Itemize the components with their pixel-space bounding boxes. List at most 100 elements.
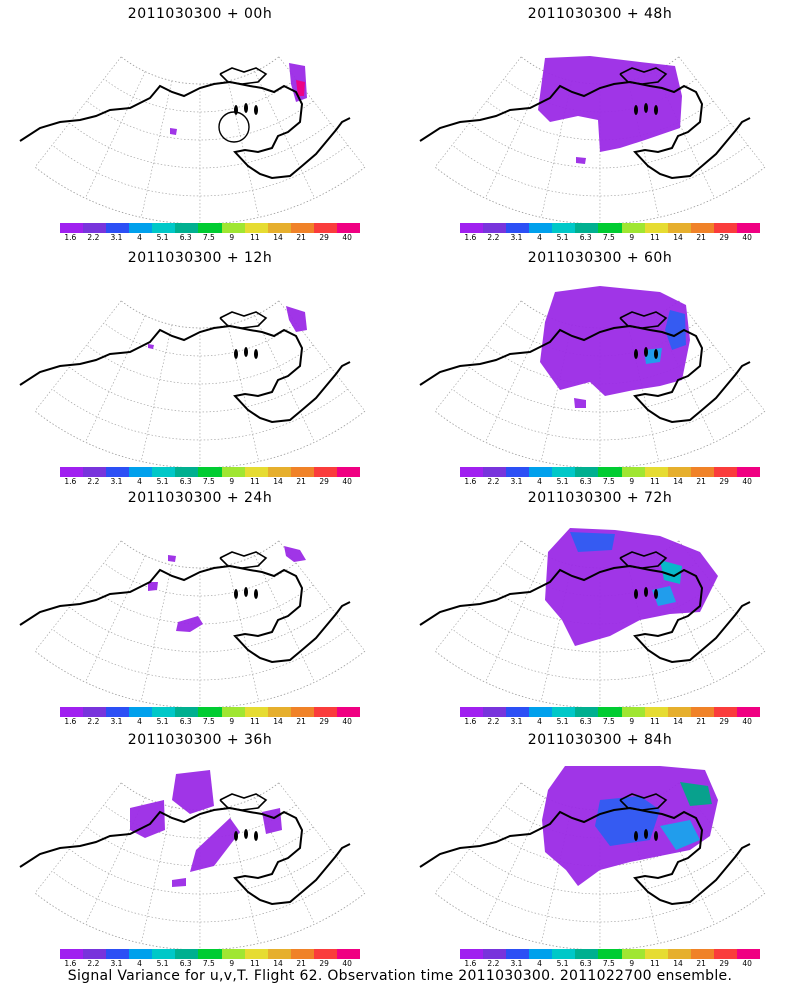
graticule-arc [120,56,280,85]
arctic-archipelago [619,311,668,329]
colorbar-swatch [713,467,737,477]
graticule-meridian [654,315,715,443]
colorbar-swatch [506,223,530,233]
panel-48h: 2011030300 + 48h 1.6 2.2 3.1 4 5.1 6.3 7.5 9 11 1… [400,0,800,242]
colorbar-swatch [506,467,530,477]
colorbar-tick-label: 6.3 [579,717,592,726]
colorbar-swatch [336,467,361,477]
arctic-archipelago [219,311,268,329]
colorbar-tick-label: 2.2 [487,477,500,486]
colorbar-tick-label: 1.6 [64,477,77,486]
colorbar-swatch [644,707,668,717]
colorbar-swatch [152,467,176,477]
colorbar-swatch [713,707,737,717]
colorbar-tick-label: 29 [719,233,729,242]
colorbar-tick-label: 40 [742,233,752,242]
colorbar-ticks: 1.6 2.2 3.1 4 5.1 6.3 7.5 9 11 14 21 29 40 [60,477,360,487]
coastline [419,80,751,180]
polar-map [19,56,366,223]
colorbar-swatch [667,467,691,477]
colorbar-tick-label: 9 [229,233,235,242]
polar-map [419,528,766,707]
great-lakes [644,347,648,357]
colorbar-swatch [221,223,245,233]
graticule-arc [69,848,331,895]
panel-title: 2011030300 + 72h [527,490,673,506]
colorbar-swatch [621,223,645,233]
panel-60h: 2011030300 + 60h 1.6 2.2 3.1 4 5.1 6.3 7.5 9 11 1… [400,244,800,487]
great-lakes [234,831,238,841]
colorbar-swatch [290,707,314,717]
colorbar-swatch [644,467,668,477]
colorbar-swatch [690,707,714,717]
graticule-arc [120,300,280,329]
colorbar-tick-label: 7.5 [602,717,615,726]
graticule-meridian [434,56,522,168]
colorbar [60,467,361,477]
graticule-meridian [484,555,546,683]
variance-field [284,546,306,562]
graticule-arc [469,848,731,895]
colorbar-tick-label: 11 [250,717,260,726]
colorbar-tick-label: 1.6 [464,959,477,968]
great-lakes [254,589,258,599]
colorbar-swatch [506,949,530,959]
colorbar-swatch [313,467,337,477]
colorbar-swatch [336,707,361,717]
graticule-meridian [34,540,122,652]
colorbar-tick-label: 4 [537,959,542,968]
colorbar-tick-label: 40 [342,477,352,486]
colorbar-tick-label: 3.1 [510,959,523,968]
colorbar-tick-label: 29 [719,959,729,968]
colorbar-tick-label: 3.1 [510,233,523,242]
graticule-arc [69,366,331,413]
colorbar-tick-label: 1.6 [64,717,77,726]
colorbar-swatch [198,949,222,959]
colorbar-swatch [106,707,130,717]
colorbar-tick-label: 1.6 [464,477,477,486]
graticule-meridian [654,71,715,199]
colorbar-swatch [575,467,599,477]
colorbar-tick-label: 4 [137,477,142,486]
variance-field [660,820,700,850]
colorbar-swatch [106,949,130,959]
colorbar-ticks: 1.6 2.2 3.1 4 5.1 6.3 7.5 9 11 14 21 29 40 [460,477,760,487]
colorbar-tick-label: 2.2 [87,477,100,486]
colorbar-swatch [336,223,361,233]
variance-field [168,555,176,562]
colorbar-tick-label: 6.3 [579,477,592,486]
colorbar-tick-label: 9 [629,717,635,726]
panel-title: 2011030300 + 24h [127,490,273,506]
colorbar-swatch [598,949,622,959]
great-lakes [634,831,638,841]
variance-field [652,586,676,606]
graticule-arc [86,344,314,385]
graticule-meridian [484,315,546,443]
colorbar-tick-label: 2.2 [87,959,100,968]
colorbar-tick-label: 11 [650,233,660,242]
colorbar [460,949,761,959]
colorbar-swatch [175,223,199,233]
colorbar-tick-label: 5.1 [156,717,169,726]
graticule-meridian [140,806,173,944]
colorbar-swatch [621,467,645,477]
colorbar-tick-label: 40 [342,233,352,242]
colorbar-swatch [175,467,199,477]
colorbar-swatch [244,949,268,959]
colorbar-tick-label: 1.6 [64,233,77,242]
colorbar-tick-label: 6.3 [579,233,592,242]
variance-field [296,80,305,96]
graticule-arc [503,562,697,597]
colorbar-tick-label: 14 [273,233,283,242]
variance-field [540,286,690,396]
colorbar-tick-label: 3.1 [110,477,123,486]
great-lakes [234,349,238,359]
colorbar-tick-label: 6.3 [179,233,192,242]
arctic-archipelago [219,793,268,811]
variance-field [148,344,154,349]
colorbar-swatch [483,707,507,717]
coastline [19,324,351,424]
graticule-meridian [227,324,260,462]
graticule-meridian [484,797,546,925]
colorbar-tick-label: 9 [629,477,635,486]
